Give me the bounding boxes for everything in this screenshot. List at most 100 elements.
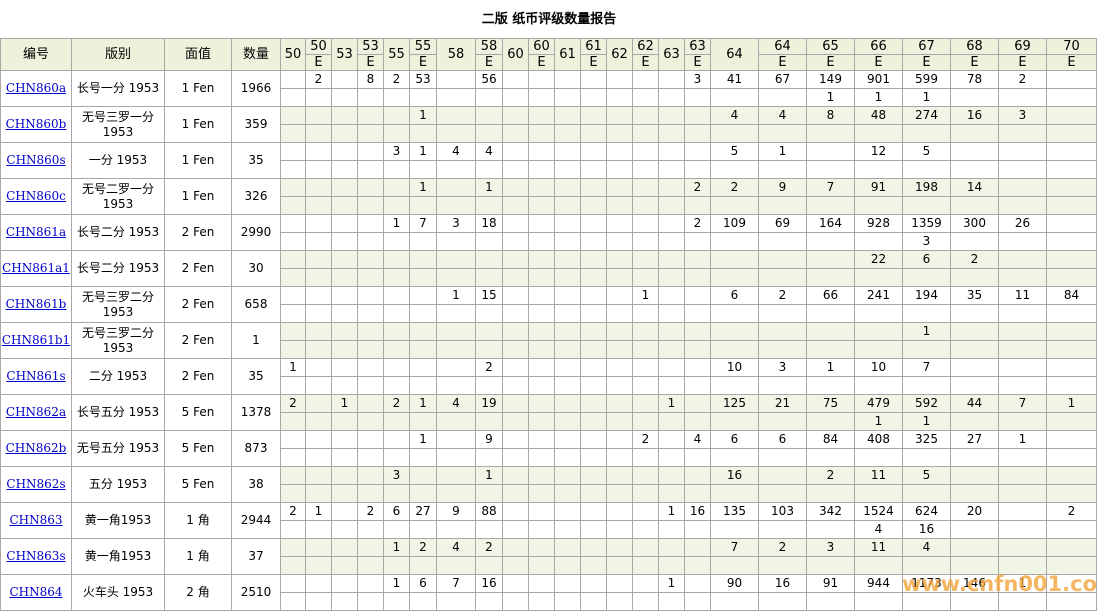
grade-count-star — [711, 449, 759, 467]
grade-count-star — [659, 89, 685, 107]
grade-count — [281, 107, 306, 125]
grade-count — [358, 179, 384, 197]
grade-count — [659, 431, 685, 449]
variety: 长号二分 1953 — [72, 251, 165, 287]
item-link[interactable]: CHN861s — [6, 369, 66, 383]
grade-count-star — [999, 89, 1047, 107]
grade-count: 1524 — [855, 503, 903, 521]
grade-count: 2 — [951, 251, 999, 269]
denomination: 5 Fen — [165, 431, 232, 467]
grade-count — [306, 107, 332, 125]
grade-count-star — [555, 125, 581, 143]
grade-count — [529, 503, 555, 521]
grade-count — [476, 323, 503, 341]
item-link[interactable]: CHN861b1 — [1, 333, 71, 347]
grade-count — [306, 179, 332, 197]
grade-count — [503, 467, 529, 485]
grade-count — [332, 575, 358, 593]
grade-count — [855, 323, 903, 341]
grade-count-star — [807, 485, 855, 503]
grade-count: 4 — [759, 107, 807, 125]
grade-count — [607, 431, 633, 449]
grade-count — [332, 143, 358, 161]
grade-count-star — [855, 341, 903, 359]
grade-count-star — [633, 305, 659, 323]
grade-count: 2 — [476, 539, 503, 557]
variety: 五分 1953 — [72, 467, 165, 503]
grade-count-star — [437, 89, 476, 107]
grade-count — [685, 467, 711, 485]
grade-count-star — [358, 125, 384, 143]
grade-count-star — [358, 161, 384, 179]
grade-header: 63 — [685, 38, 711, 55]
grade-count — [437, 179, 476, 197]
grade-count — [358, 323, 384, 341]
grade-count-star — [951, 161, 999, 179]
variety: 长号五分 1953 — [72, 395, 165, 431]
grade-count-star — [951, 449, 999, 467]
grade-count-star — [332, 161, 358, 179]
grade-count — [281, 251, 306, 269]
grade-header: 61 — [581, 38, 607, 55]
grade-count — [999, 179, 1047, 197]
grade-suffix: E — [951, 55, 999, 71]
grade-count — [633, 323, 659, 341]
grade-count-star — [807, 161, 855, 179]
grade-count — [306, 467, 332, 485]
grade-count-star — [555, 269, 581, 287]
grade-count-star — [281, 125, 306, 143]
grade-count: 3 — [999, 107, 1047, 125]
grade-header: 53 — [358, 38, 384, 55]
variety: 一分 1953 — [72, 143, 165, 179]
grade-count-star — [633, 197, 659, 215]
grade-count-star — [607, 161, 633, 179]
grade-count — [410, 251, 437, 269]
grade-count-star — [903, 593, 951, 611]
grade-count-star — [951, 485, 999, 503]
grade-count: 1 — [410, 395, 437, 413]
grade-count-star — [306, 449, 332, 467]
item-link[interactable]: CHN863s — [6, 549, 66, 563]
grade-count-star — [607, 89, 633, 107]
grade-count — [581, 467, 607, 485]
item-link[interactable]: CHN860b — [5, 117, 67, 131]
grade-count — [999, 251, 1047, 269]
item-link[interactable]: CHN862a — [5, 405, 67, 419]
grade-count — [332, 287, 358, 305]
grade-count: 624 — [903, 503, 951, 521]
grade-count — [503, 143, 529, 161]
grade-count: 2 — [999, 71, 1047, 89]
item-link[interactable]: CHN860s — [6, 153, 66, 167]
grade-count-star — [281, 377, 306, 395]
grade-count — [529, 467, 555, 485]
grade-count — [529, 287, 555, 305]
grade-count: 6 — [903, 251, 951, 269]
grade-count-star — [358, 197, 384, 215]
column-header: 版别 — [72, 38, 165, 71]
item-link[interactable]: CHN862s — [6, 477, 66, 491]
item-link[interactable]: CHN864 — [9, 585, 63, 599]
grade-count-star — [529, 161, 555, 179]
grade-count: 67 — [759, 71, 807, 89]
grade-count — [951, 467, 999, 485]
grade-count-star — [332, 593, 358, 611]
grade-count — [332, 323, 358, 341]
grade-count: 1 — [999, 575, 1047, 593]
item-link[interactable]: CHN860c — [6, 189, 66, 203]
item-id: CHN862s — [0, 467, 72, 503]
grade-count — [437, 431, 476, 449]
grade-count — [685, 575, 711, 593]
item-link[interactable]: CHN863 — [9, 513, 63, 527]
grade-count-star — [581, 341, 607, 359]
grade-count — [951, 359, 999, 377]
item-link[interactable]: CHN861b — [5, 297, 67, 311]
grade-count-star — [529, 449, 555, 467]
item-link[interactable]: CHN862b — [5, 441, 67, 455]
item-link[interactable]: CHN861a1 — [2, 261, 70, 275]
grade-count — [529, 179, 555, 197]
item-link[interactable]: CHN861a — [5, 225, 67, 239]
grade-count-star — [384, 593, 410, 611]
grade-count — [503, 359, 529, 377]
item-link[interactable]: CHN860a — [5, 81, 67, 95]
total-count: 38 — [232, 467, 281, 503]
